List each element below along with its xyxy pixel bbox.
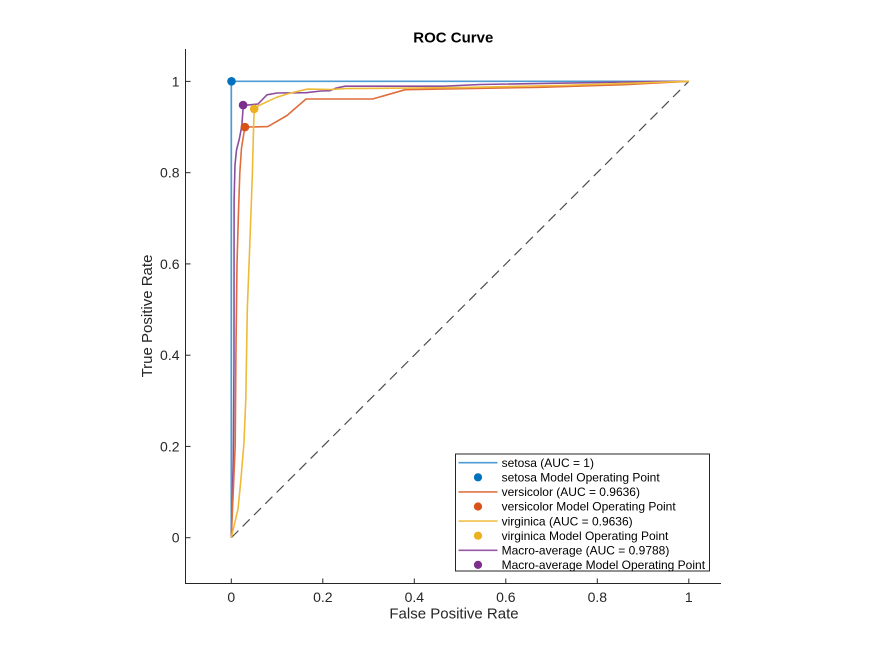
svg-text:0: 0 <box>172 530 180 546</box>
svg-text:virginica (AUC = 0.9636): virginica (AUC = 0.9636) <box>502 514 633 528</box>
svg-text:0.6: 0.6 <box>496 589 516 605</box>
svg-text:0.6: 0.6 <box>160 256 180 272</box>
svg-text:Macro-average (AUC = 0.9788): Macro-average (AUC = 0.9788) <box>502 544 670 558</box>
svg-text:1: 1 <box>172 73 180 89</box>
svg-text:setosa (AUC = 1): setosa (AUC = 1) <box>502 456 594 470</box>
svg-text:0: 0 <box>227 589 235 605</box>
svg-text:Macro-average Model Operating: Macro-average Model Operating Point <box>502 558 706 572</box>
svg-text:0.4: 0.4 <box>160 347 180 363</box>
svg-text:versicolor Model Operating Poi: versicolor Model Operating Point <box>502 500 677 514</box>
svg-text:1: 1 <box>685 589 693 605</box>
svg-text:0.8: 0.8 <box>588 589 608 605</box>
svg-text:versicolor (AUC = 0.9636): versicolor (AUC = 0.9636) <box>502 485 640 499</box>
svg-text:0.4: 0.4 <box>405 589 425 605</box>
svg-text:ROC Curve: ROC Curve <box>413 30 493 47</box>
svg-text:True Positive Rate: True Positive Rate <box>139 255 156 378</box>
svg-text:0.2: 0.2 <box>313 589 333 605</box>
svg-text:0.2: 0.2 <box>160 438 180 454</box>
svg-text:False Positive Rate: False Positive Rate <box>389 606 518 623</box>
svg-text:virginica Model Operating Poin: virginica Model Operating Point <box>502 529 669 543</box>
svg-text:setosa Model Operating Point: setosa Model Operating Point <box>502 471 661 485</box>
svg-text:0.8: 0.8 <box>160 165 180 181</box>
